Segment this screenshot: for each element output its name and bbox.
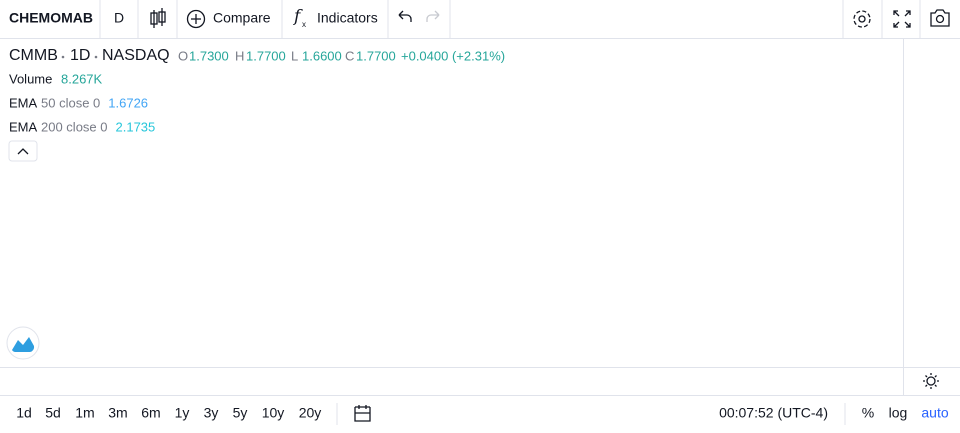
bottom-toolbar: 1d 5d 1m 3m 6m 1y 3y 5y 10y 20y 00:07:52 (UTC-4)% l…: [16, 403, 949, 425]
chart-type-button[interactable]: [150, 8, 166, 28]
ohlc-value: 1.6600: [302, 48, 342, 63]
log-button[interactable]: log: [889, 405, 908, 421]
top-toolbar: CHEMOMAB D Compare f x Indicators: [0, 0, 960, 39]
undo-button[interactable]: [398, 10, 412, 22]
volume-name: Volume: [9, 71, 52, 86]
axis-settings-button[interactable]: [923, 373, 939, 389]
legend-change: +0.0400 (+2.31%): [401, 48, 505, 63]
clock: 00:07:52 (UTC-4): [719, 405, 828, 421]
range-button[interactable]: 1m: [75, 405, 94, 421]
ohlc-value: 1.7300: [189, 48, 229, 63]
volume-value: 8.267K: [61, 71, 103, 86]
range-button[interactable]: 1y: [175, 405, 190, 421]
indicator-params: 50 close 0: [41, 95, 100, 110]
range-button[interactable]: 10y: [262, 405, 285, 421]
ohlc-key: O: [178, 48, 188, 63]
legend-dot: [94, 55, 98, 59]
range-button[interactable]: 5y: [233, 405, 248, 421]
indicator-value: 1.6726: [108, 95, 148, 110]
legend-exchange: NASDAQ: [102, 47, 170, 64]
screenshot-button[interactable]: [930, 9, 950, 27]
range-button[interactable]: 5d: [45, 405, 61, 421]
legend: CMMBCMMB1DNASDAQO1.7300H1.7700L1.6600C1.…: [9, 47, 505, 134]
indicators-button[interactable]: Indicators: [317, 10, 378, 26]
auto-button[interactable]: auto: [921, 405, 948, 421]
compare-button[interactable]: Compare: [213, 10, 271, 26]
ohlc-key: H: [235, 48, 244, 63]
compare-icon[interactable]: [186, 9, 206, 29]
collapse-legend-button[interactable]: [8, 140, 38, 162]
redo-button[interactable]: [426, 10, 440, 22]
date-range-button[interactable]: [354, 405, 371, 422]
indicators-icon[interactable]: f: [292, 7, 303, 27]
indicator-name: EMA: [9, 119, 38, 134]
range-button[interactable]: 3m: [108, 405, 127, 421]
ohlc-value: 1.7700: [356, 48, 396, 63]
range-button[interactable]: 6m: [141, 405, 160, 421]
ohlc-key: C: [345, 48, 354, 63]
range-button[interactable]: 1d: [16, 405, 32, 421]
legend-dot: [61, 55, 65, 59]
indicator-name: EMA: [9, 95, 38, 110]
indicator-params: 200 close 0: [41, 119, 108, 134]
percent-button[interactable]: %: [862, 405, 874, 421]
settings-button[interactable]: [853, 10, 871, 28]
indicators-icon-sub: x: [302, 20, 306, 29]
indicator-value: 2.1735: [116, 119, 156, 134]
ohlc-value: 1.7700: [246, 48, 286, 63]
logo: [6, 326, 40, 360]
ohlc-key: L: [291, 48, 298, 63]
range-button[interactable]: 3y: [204, 405, 219, 421]
interval-button[interactable]: D: [114, 10, 124, 26]
legend-interval: 1D: [70, 47, 90, 64]
range-button[interactable]: 20y: [299, 405, 322, 421]
fullscreen-button[interactable]: [893, 10, 911, 28]
symbol-button[interactable]: CHEMOMAB: [9, 10, 93, 26]
legend-symbol: CMMB: [9, 47, 58, 64]
